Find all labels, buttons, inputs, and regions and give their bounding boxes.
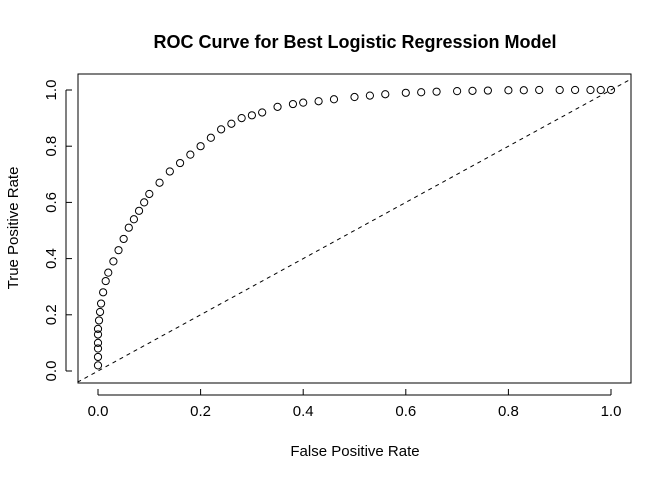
- y-tick-label: 0.8: [43, 136, 60, 157]
- roc-point: [606, 85, 616, 95]
- y-tick-label: 1.0: [43, 80, 60, 101]
- x-axis: 0.0 0.2 0.4 0.6 0.8 1.0: [88, 389, 622, 420]
- roc-point: [288, 99, 298, 109]
- roc-point: [432, 87, 441, 96]
- roc-point: [101, 276, 110, 286]
- y-axis: 0.0 0.2 0.4 0.6 0.8 1.0: [43, 80, 72, 382]
- roc-point: [93, 330, 103, 339]
- roc-point: [237, 114, 246, 123]
- roc-point: [519, 86, 528, 95]
- roc-point: [95, 307, 105, 317]
- roc-point: [555, 85, 564, 95]
- roc-point: [453, 87, 462, 96]
- roc-point: [104, 268, 113, 277]
- roc-point: [350, 92, 359, 102]
- y-tick-label: 0.0: [43, 361, 60, 382]
- y-axis-label: True Positive Rate: [5, 167, 22, 290]
- roc-point: [504, 86, 513, 95]
- roc-point: [186, 150, 195, 159]
- roc-point: [365, 91, 374, 100]
- roc-point: [314, 97, 323, 106]
- roc-point: [109, 257, 118, 266]
- roc-point: [206, 133, 215, 142]
- roc-point: [299, 98, 308, 107]
- roc-point: [596, 85, 605, 95]
- roc-point: [124, 223, 133, 232]
- roc-point: [93, 338, 103, 347]
- roc-point: [417, 88, 426, 97]
- roc-point: [586, 85, 595, 95]
- roc-point: [196, 142, 205, 151]
- roc-point: [258, 108, 267, 117]
- roc-point: [99, 288, 108, 297]
- roc-point: [273, 102, 282, 111]
- data-points: [93, 85, 616, 370]
- roc-point: [329, 95, 339, 104]
- roc-point: [93, 361, 103, 370]
- roc-point: [468, 86, 477, 95]
- roc-point: [96, 299, 106, 308]
- x-tick-label: 1.0: [601, 403, 622, 420]
- x-tick-label: 0.4: [293, 403, 314, 420]
- chart-title: ROC Curve for Best Logistic Regression M…: [153, 32, 556, 52]
- roc-point: [119, 234, 128, 244]
- roc-point: [93, 344, 103, 353]
- x-tick-label: 0.6: [395, 403, 416, 420]
- y-tick-label: 0.2: [43, 304, 60, 325]
- roc-point: [93, 324, 103, 333]
- roc-point: [129, 215, 139, 224]
- roc-point: [134, 206, 144, 215]
- roc-point: [570, 85, 580, 95]
- roc-point: [217, 125, 226, 134]
- roc-point: [145, 189, 154, 199]
- roc-point: [175, 158, 185, 168]
- roc-point: [165, 167, 174, 176]
- y-tick-label: 0.4: [43, 248, 60, 269]
- roc-point: [114, 246, 123, 255]
- x-tick-label: 0.0: [88, 403, 109, 420]
- x-tick-label: 0.8: [498, 403, 519, 420]
- roc-point: [93, 352, 103, 362]
- roc-point: [401, 88, 410, 97]
- roc-point: [483, 86, 492, 95]
- roc-point: [140, 198, 149, 207]
- x-tick-label: 0.2: [190, 403, 211, 420]
- roc-point: [247, 111, 256, 120]
- roc-point: [535, 85, 544, 95]
- roc-point: [155, 178, 164, 187]
- reference-diagonal-line: [77, 78, 632, 383]
- plot-area-frame: [77, 73, 632, 384]
- roc-point: [227, 119, 236, 128]
- roc-point: [94, 316, 104, 325]
- x-axis-label: False Positive Rate: [290, 443, 419, 460]
- y-tick-label: 0.6: [43, 192, 60, 213]
- roc-point: [381, 90, 390, 99]
